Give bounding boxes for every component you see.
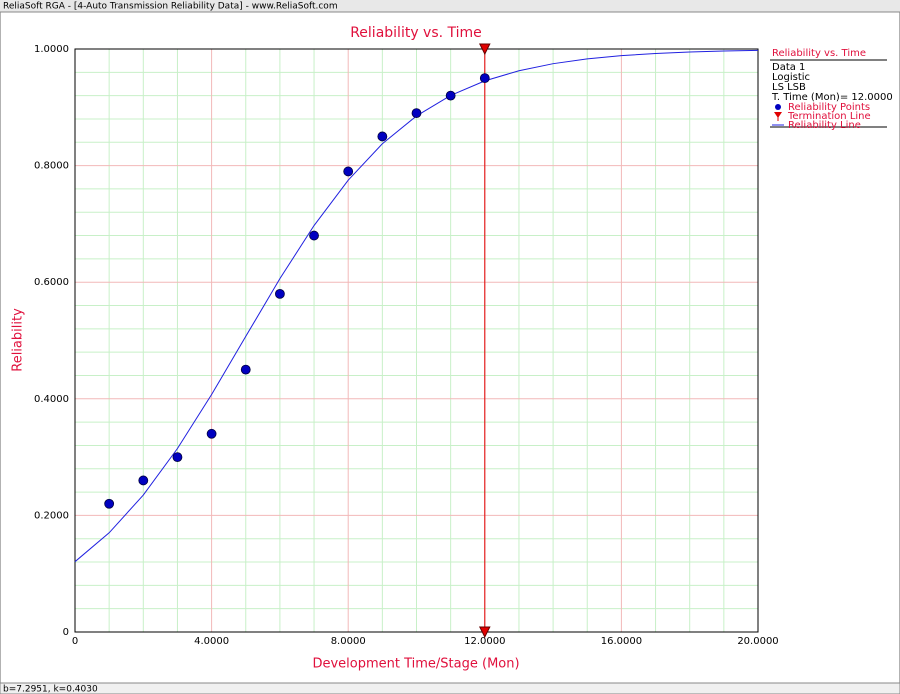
data-point xyxy=(240,364,251,375)
legend-entry: Reliability Line xyxy=(788,120,861,131)
y-tick-label: 0.6000 xyxy=(34,277,69,288)
x-tick-label: 12.0000 xyxy=(464,636,505,647)
legend-title: Reliability vs. Time xyxy=(772,48,866,59)
window-title: ReliaSoft RGA - [4-Auto Transmission Rel… xyxy=(3,2,338,12)
y-tick-label: 0 xyxy=(63,627,69,638)
data-point xyxy=(479,73,490,84)
legend-info: T. Time (Mon)= 12.0000 xyxy=(771,92,893,103)
x-tick-label: 20.0000 xyxy=(737,636,778,647)
legend-info: Logistic xyxy=(772,72,810,83)
legend-entry: Reliability Points xyxy=(788,102,870,113)
data-point xyxy=(172,452,183,463)
legend-info: Data 1 xyxy=(772,62,805,73)
data-point xyxy=(104,498,115,509)
data-point xyxy=(206,428,217,439)
x-axis-label: Development Time/Stage (Mon) xyxy=(312,657,519,672)
data-point xyxy=(445,90,456,101)
termination-marker xyxy=(478,626,491,639)
x-tick-label: 8.0000 xyxy=(331,636,366,647)
data-point xyxy=(138,475,149,486)
data-point xyxy=(274,288,285,299)
data-point xyxy=(411,108,422,119)
chart-title: Reliability vs. Time xyxy=(350,25,482,41)
legend-info: LS LSB xyxy=(772,82,806,93)
data-point xyxy=(309,230,319,241)
data-point xyxy=(377,131,388,142)
y-tick-label: 0.8000 xyxy=(34,161,69,172)
status-bar xyxy=(0,682,900,694)
y-tick-label: 0.4000 xyxy=(34,394,69,405)
data-point xyxy=(343,166,354,177)
x-tick-label: 4.0000 xyxy=(194,636,229,647)
termination-marker xyxy=(478,43,491,56)
x-tick-label: 16.0000 xyxy=(601,636,642,647)
legend-marker xyxy=(774,112,782,118)
y-axis-label: Reliability xyxy=(11,308,26,372)
status-text: b=7.2951, k=0.4030 xyxy=(3,685,98,694)
plot-frame xyxy=(74,48,759,633)
title-bar xyxy=(0,0,900,12)
y-tick-label: 1.0000 xyxy=(34,44,69,55)
x-tick-label: 0 xyxy=(72,636,78,647)
legend-entry: Termination Line xyxy=(787,111,871,122)
legend-marker xyxy=(775,104,781,110)
y-tick-label: 0.2000 xyxy=(34,510,69,521)
